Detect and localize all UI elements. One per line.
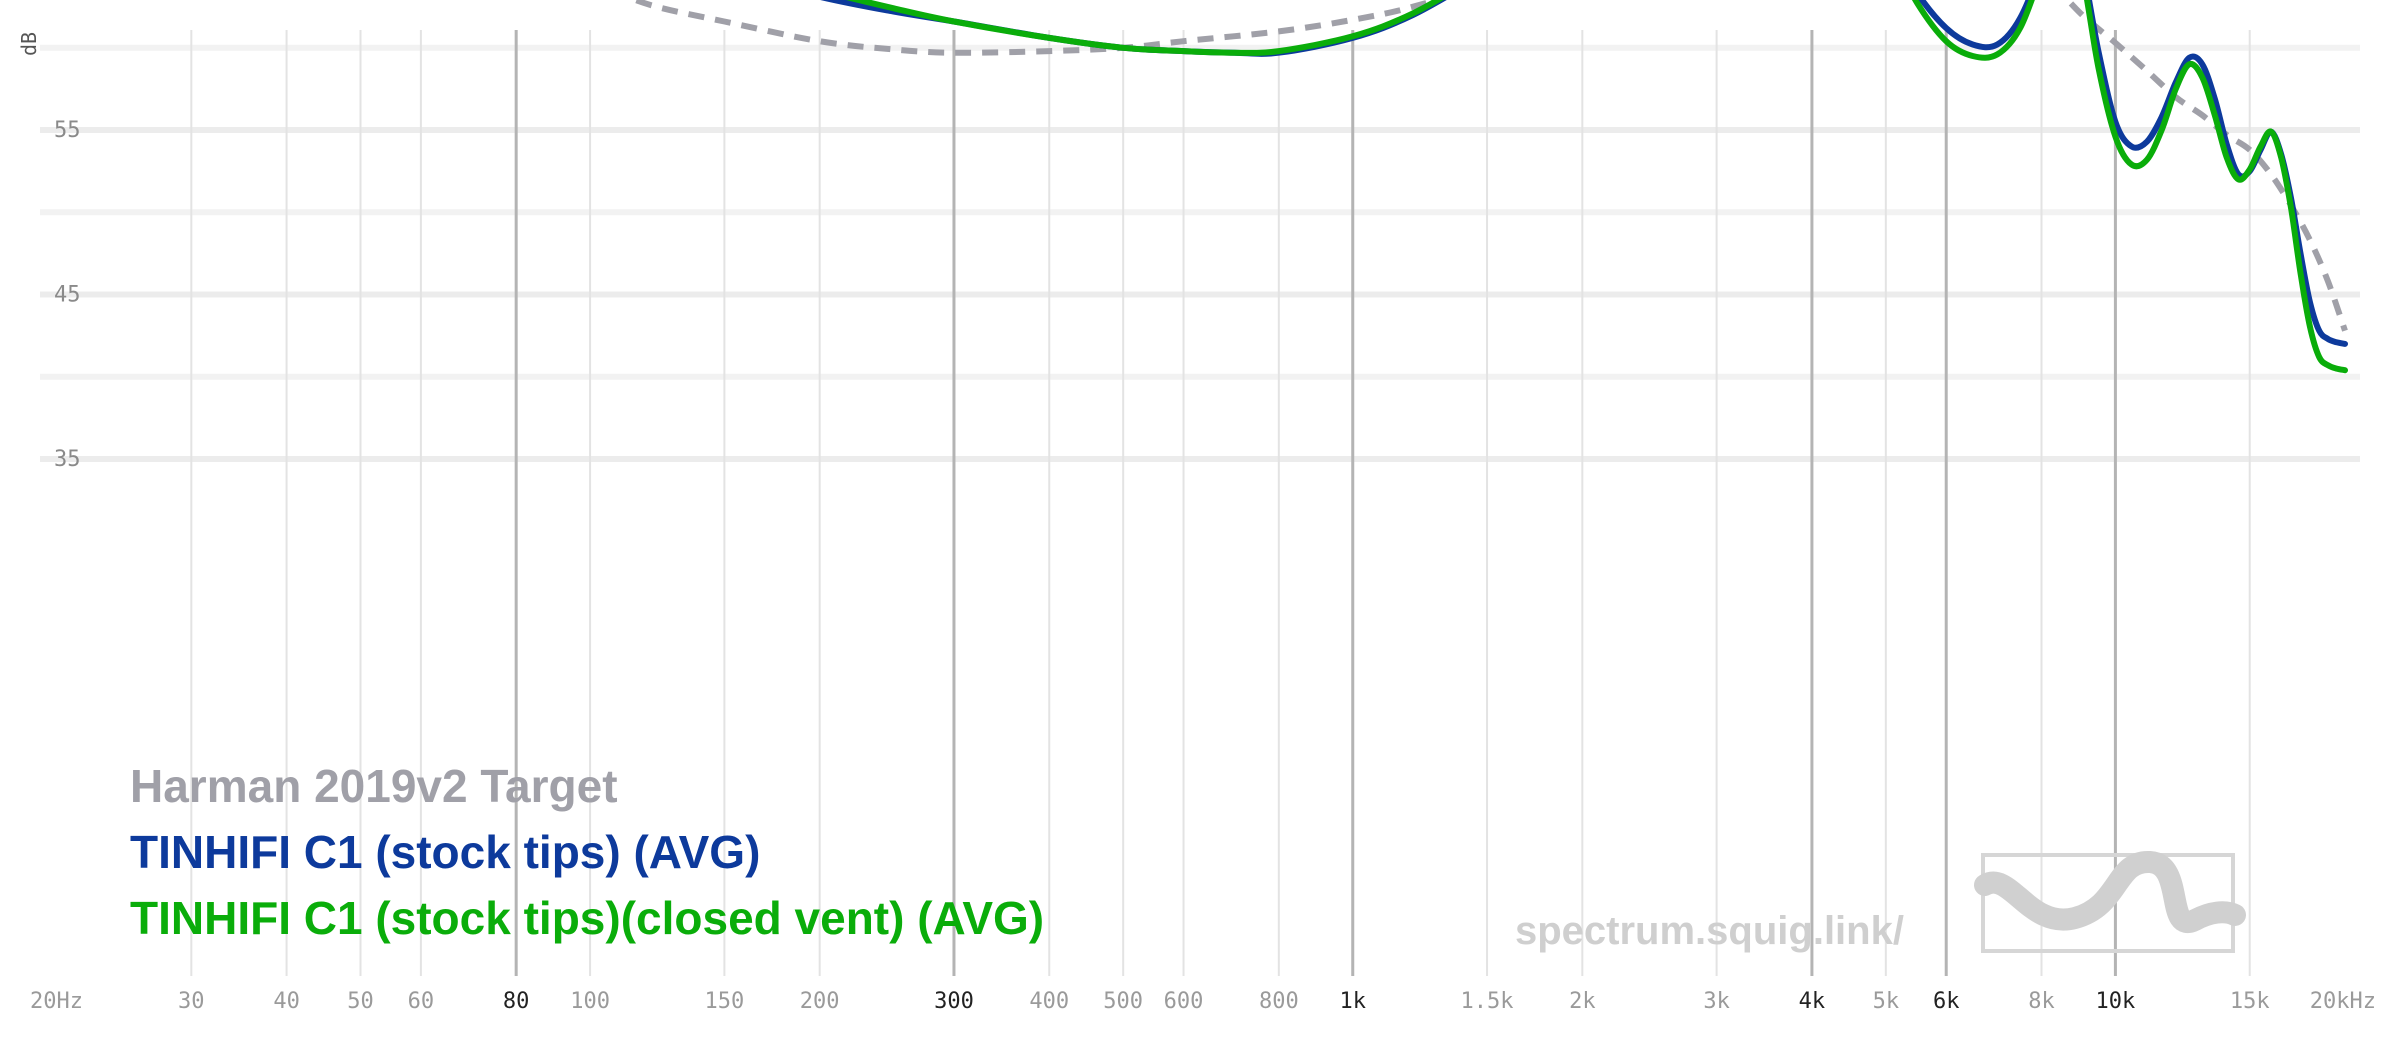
x-tick-label: 20Hz	[30, 989, 83, 1014]
x-tick-label: 200	[800, 989, 840, 1014]
x-tick-label: 10k	[2096, 989, 2136, 1014]
x-tick-label: 4k	[1799, 989, 1826, 1014]
x-tick-label: 20kHz	[2310, 989, 2376, 1014]
x-tick-label: 8k	[2028, 989, 2055, 1014]
y-axis-ticks: 857565554535	[54, 118, 81, 472]
watermark-text: spectrum.squig.link/	[1515, 909, 1904, 953]
series-line-closed-vent	[845, 0, 2348, 374]
x-tick-label: 5k	[1873, 989, 1900, 1014]
series-line-harman-target	[626, 0, 2348, 332]
x-tick-label: 400	[1029, 989, 1069, 1014]
x-tick-label: 15k	[2230, 989, 2270, 1014]
grid-lines	[40, 30, 2360, 976]
series-lines	[626, 0, 2348, 374]
legend-entry-harman-target: Harman 2019v2 Target	[130, 760, 618, 812]
x-axis-ticks: 20Hz 30 40 50 60 80 100 150 200 300 400 500 600 800 1k…	[30, 989, 2376, 1014]
x-tick-label: 6k	[1933, 989, 1960, 1014]
x-tick-label: 300	[934, 989, 974, 1014]
watermark: spectrum.squig.link/	[1515, 851, 2246, 953]
x-tick-label: 500	[1103, 989, 1143, 1014]
y-axis-unit-label: dB	[17, 32, 41, 56]
x-tick-label: 150	[705, 989, 745, 1014]
x-tick-label: 2k	[1569, 989, 1596, 1014]
x-tick-label: 30	[178, 989, 205, 1014]
squig-logo	[1974, 851, 2246, 953]
legend-entry-closed-vent: TINHIFI C1 (stock tips)(closed vent) (AV…	[130, 892, 1044, 944]
legend-entry-stock-tips: TINHIFI C1 (stock tips) (AVG)	[130, 826, 760, 878]
x-tick-label: 60	[408, 989, 435, 1014]
x-tick-label: 50	[347, 989, 374, 1014]
y-tick-label: 55	[54, 118, 81, 143]
x-tick-label: 800	[1259, 989, 1299, 1014]
x-tick-label: 1.5k	[1461, 989, 1514, 1014]
x-tick-label: 600	[1164, 989, 1204, 1014]
y-tick-label: 35	[54, 447, 81, 472]
x-tick-label: 100	[570, 989, 610, 1014]
x-tick-label: 1k	[1339, 989, 1366, 1014]
x-tick-label: 40	[273, 989, 300, 1014]
legend: Harman 2019v2 Target TINHIFI C1 (stock t…	[130, 760, 1044, 944]
x-tick-label: 80	[503, 989, 530, 1014]
x-tick-label: 3k	[1703, 989, 1730, 1014]
y-tick-label: 45	[54, 283, 81, 308]
